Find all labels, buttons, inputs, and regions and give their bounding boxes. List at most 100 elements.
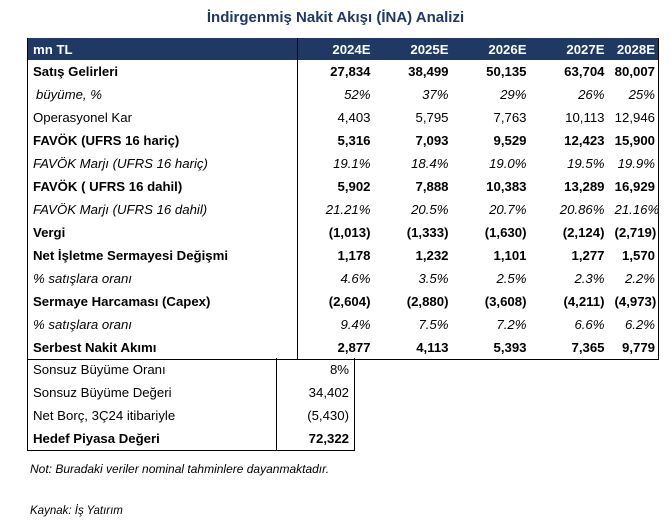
cell: 7,365 bbox=[531, 336, 610, 360]
cell: 21.16% bbox=[609, 198, 659, 221]
row-label: Vergi bbox=[27, 221, 298, 244]
cell: 25% bbox=[609, 83, 659, 106]
cell: 7,888 bbox=[415, 179, 449, 194]
row-label: % satışlara oranı bbox=[27, 313, 298, 336]
row-ebitda-excl: FAVÖK (UFRS 16 hariç) 5,316 7,093 9,529 … bbox=[27, 129, 659, 152]
row-label: Net İşletme Sermayesi Değişmi bbox=[27, 244, 298, 267]
cell: 8% bbox=[276, 358, 355, 381]
cell: 6.2% bbox=[609, 313, 659, 336]
cell: (5,430) bbox=[276, 404, 355, 427]
cell: 20.5% bbox=[411, 202, 449, 217]
cell: 5,316 bbox=[337, 133, 371, 148]
cell: 2.2% bbox=[609, 267, 659, 290]
page-title: İndirgenmiş Nakit Akışı (İNA) Analizi bbox=[206, 9, 465, 26]
cell: (3,608) bbox=[484, 294, 527, 309]
cell: 12,946 bbox=[609, 106, 659, 129]
row-terminal-value: Sonsuz Büyüme Değeri 34,402 bbox=[27, 381, 355, 404]
valuation-table: Sonsuz Büyüme Oranı 8% Sonsuz Büyüme Değ… bbox=[27, 358, 355, 451]
cell: 19.1% bbox=[333, 156, 371, 171]
cell: 20.86% bbox=[559, 202, 605, 217]
cell: 3.5% bbox=[418, 271, 449, 286]
cell: 19.5% bbox=[567, 156, 605, 171]
cell: 1,232 bbox=[415, 248, 449, 263]
cell: 13,289 bbox=[564, 179, 605, 194]
cell: 1,570 bbox=[609, 244, 659, 267]
cell: 5,795 bbox=[415, 110, 449, 125]
row-label: Sermaye Harcaması (Capex) bbox=[27, 290, 298, 313]
row-label: Serbest Nakit Akımı bbox=[27, 336, 298, 360]
cell: 9.4% bbox=[340, 317, 371, 332]
year-header: 2026E bbox=[453, 38, 532, 60]
row-label: FAVÖK Marjı (UFRS 16 hariç) bbox=[27, 152, 298, 175]
row-free-cash-flow: Serbest Nakit Akımı 2,877 4,113 5,393 7,… bbox=[27, 336, 659, 360]
row-label: Net Borç, 3Ç24 itibariyle bbox=[27, 404, 277, 427]
cell: 12,423 bbox=[564, 133, 605, 148]
cell: 20.7% bbox=[489, 202, 527, 217]
cell: 63,704 bbox=[564, 64, 605, 79]
row-tax: Vergi (1,013) (1,333) (1,630) (2,124) (2… bbox=[27, 221, 659, 244]
row-label: Operasyonel Kar bbox=[27, 106, 298, 129]
cell: 50,135 bbox=[486, 64, 527, 79]
cell: 15,900 bbox=[609, 129, 659, 152]
cell: 29% bbox=[500, 87, 527, 102]
cell: 4,113 bbox=[375, 336, 454, 360]
cell: 7.2% bbox=[496, 317, 527, 332]
cell: 18.4% bbox=[411, 156, 449, 171]
row-capex-ratio: % satışlara oranı 9.4% 7.5% 7.2% 6.6% 6.… bbox=[27, 313, 659, 336]
cell: 4.6% bbox=[340, 271, 371, 286]
row-label: Sonsuz Büyüme Oranı bbox=[27, 358, 277, 381]
row-net-debt: Net Borç, 3Ç24 itibariyle (5,430) bbox=[27, 404, 355, 427]
row-capex: Sermaye Harcaması (Capex) (2,604) (2,880… bbox=[27, 290, 659, 313]
cell: 19.0% bbox=[489, 156, 527, 171]
row-operating-profit: Operasyonel Kar 4,403 5,795 7,763 10,113… bbox=[27, 106, 659, 129]
cell: 16,929 bbox=[609, 175, 659, 198]
cell: 27,834 bbox=[330, 64, 371, 79]
row-target-market-value: Hedef Piyasa Değeri 72,322 bbox=[27, 427, 355, 451]
cell: 21.21% bbox=[325, 202, 371, 217]
cell: (2,604) bbox=[328, 294, 371, 309]
cell: 7.5% bbox=[418, 317, 449, 332]
row-label: FAVÖK (UFRS 16 hariç) bbox=[27, 129, 298, 152]
row-label: büyüme, % bbox=[27, 83, 298, 106]
cell: 10,113 bbox=[565, 110, 605, 125]
cell: 72,322 bbox=[276, 427, 355, 451]
row-label: FAVÖK Marjı (UFRS 16 dahil) bbox=[27, 198, 298, 221]
cell: 1,277 bbox=[571, 248, 605, 263]
cell: (1,013) bbox=[328, 225, 371, 240]
cell: 5,393 bbox=[453, 336, 532, 360]
row-label: FAVÖK ( UFRS 16 dahil) bbox=[27, 175, 298, 198]
row-label: % satışlara oranı bbox=[27, 267, 298, 290]
cell: 1,178 bbox=[337, 248, 371, 263]
cell: 2.5% bbox=[496, 271, 527, 286]
cell: 10,383 bbox=[486, 179, 527, 194]
cell: 34,402 bbox=[276, 381, 355, 404]
year-header: 2027E bbox=[531, 38, 610, 60]
cell: 52% bbox=[344, 87, 371, 102]
row-ebitda-incl: FAVÖK ( UFRS 16 dahil) 5,902 7,888 10,38… bbox=[27, 175, 659, 198]
cell: 7,093 bbox=[415, 133, 449, 148]
cell: 37% bbox=[422, 87, 449, 102]
row-label: Hedef Piyasa Değeri bbox=[27, 427, 277, 451]
cell: 7,763 bbox=[493, 110, 527, 125]
cell: 4,403 bbox=[337, 110, 371, 125]
row-growth: büyüme, % 52% 37% 29% 26% 25% bbox=[27, 83, 659, 106]
row-label: Satış Gelirleri bbox=[27, 60, 298, 83]
dcf-table: mn TL 2024E 2025E 2026E 2027E 2028E Satı… bbox=[27, 38, 659, 360]
cell: 5,902 bbox=[337, 179, 371, 194]
row-terminal-growth-rate: Sonsuz Büyüme Oranı 8% bbox=[27, 358, 355, 381]
year-header: 2025E bbox=[375, 38, 454, 60]
row-revenue: Satış Gelirleri 27,834 38,499 50,135 63,… bbox=[27, 60, 659, 83]
row-working-capital: Net İşletme Sermayesi Değişmi 1,178 1,23… bbox=[27, 244, 659, 267]
cell: 2.3% bbox=[574, 271, 605, 286]
cell: 9,779 bbox=[609, 336, 659, 360]
row-ebitda-margin-excl: FAVÖK Marjı (UFRS 16 hariç) 19.1% 18.4% … bbox=[27, 152, 659, 175]
cell: 1,101 bbox=[493, 248, 527, 263]
cell: (4,973) bbox=[609, 290, 659, 313]
cell: 9,529 bbox=[493, 133, 527, 148]
row-ebitda-margin-incl: FAVÖK Marjı (UFRS 16 dahil) 21.21% 20.5%… bbox=[27, 198, 659, 221]
cell: (2,719) bbox=[609, 221, 659, 244]
source-note: Kaynak: İş Yatırım bbox=[30, 505, 123, 517]
unit-header: mn TL bbox=[27, 38, 298, 60]
cell: (1,333) bbox=[406, 225, 449, 240]
cell: 38,499 bbox=[408, 64, 449, 79]
